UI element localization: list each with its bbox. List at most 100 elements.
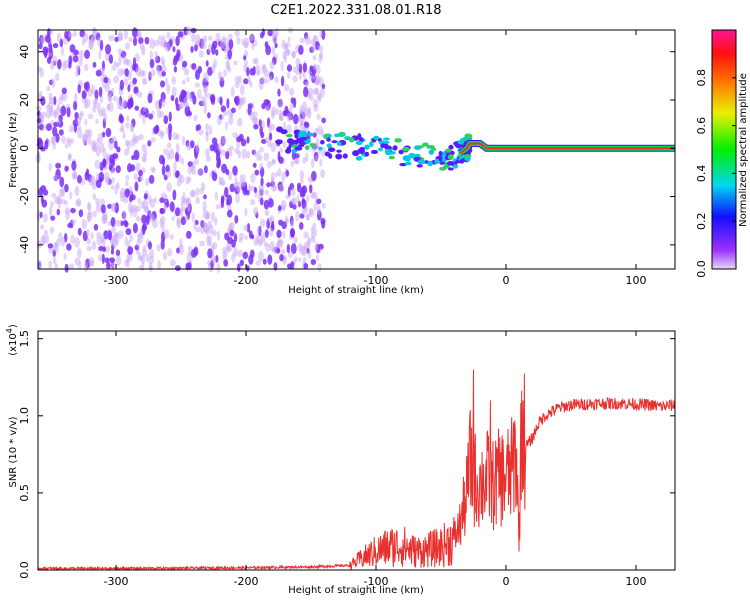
- spectrogram-noise-point: [162, 59, 166, 67]
- spectrogram-noise-point: [238, 237, 243, 243]
- spectrogram-noise-point: [263, 241, 268, 248]
- spectrogram-noise-point: [251, 101, 255, 110]
- spectrogram-noise-point: [123, 219, 128, 226]
- spectrogram-noise-point: [108, 34, 115, 42]
- spectrogram-ridge-blob: [427, 145, 435, 149]
- spectrogram-noise-point: [214, 216, 218, 226]
- spectrogram-noise-point: [265, 229, 269, 238]
- spectrogram-noise-point: [46, 85, 51, 92]
- spectrogram-noise-point: [290, 243, 297, 255]
- spectrogram-noise-point: [149, 248, 155, 259]
- spectrogram-noise-point: [50, 201, 54, 208]
- spectrogram-noise-point: [263, 99, 270, 105]
- spectrogram-noise-point: [224, 121, 228, 131]
- spectrogram-noise-point: [60, 236, 66, 247]
- spectrogram-noise-point: [57, 118, 61, 125]
- spectrogram-noise-point: [49, 43, 53, 54]
- spectrogram-noise-point: [299, 169, 305, 180]
- spectrogram-noise-point: [90, 231, 94, 240]
- spectrogram-noise-point: [100, 198, 106, 206]
- spectrogram-noise-point: [88, 113, 94, 120]
- spectrogram-noise-point: [108, 257, 115, 263]
- spectrogram-noise-point: [207, 66, 213, 76]
- spectrogram-noise-point: [137, 197, 141, 205]
- spectrogram-noise-point: [173, 160, 177, 172]
- spectrogram-noise-point: [291, 187, 296, 197]
- spectrogram-noise-point: [92, 210, 97, 218]
- spectrogram-noise-point: [315, 254, 320, 262]
- spectrogram-noise-point: [183, 67, 190, 76]
- spectrogram-noise-point: [259, 197, 264, 206]
- spectrogram-noise-point: [234, 214, 239, 224]
- spectrogram-noise-point: [221, 135, 227, 146]
- spectrogram-noise-point: [307, 87, 314, 98]
- spectrogram-noise-point: [292, 113, 299, 125]
- spectrogram-noise-point: [244, 207, 248, 217]
- colorbar-tick-label: 0.2: [695, 212, 708, 230]
- spectrogram-noise-point: [53, 109, 57, 118]
- spectrogram-noise-point: [139, 42, 145, 51]
- spectrogram-noise-point: [270, 142, 277, 153]
- spectrogram-noise-point: [117, 230, 124, 239]
- spectrogram-noise-point: [64, 207, 70, 215]
- spectrogram-ridge-blob: [448, 144, 454, 150]
- spectrogram-noise-point: [203, 104, 207, 115]
- spectrogram-noise-point: [61, 87, 67, 95]
- spectrogram-noise-point: [216, 157, 222, 167]
- spectrogram-noise-point: [186, 252, 193, 264]
- spectrogram-noise-point: [277, 168, 282, 177]
- spectrogram-noise-point: [195, 69, 200, 80]
- spectrogram-noise-point: [132, 208, 138, 218]
- spectrogram-noise-point: [132, 222, 138, 234]
- spectrogram-noise-point: [108, 164, 113, 171]
- spectrogram-noise-point: [175, 35, 180, 47]
- spectrogram-ridge-blob: [452, 164, 459, 169]
- spectrogram-noise-point: [97, 132, 104, 144]
- spectrogram-noise-point: [163, 39, 168, 50]
- spectrogram-ridge-blob: [342, 153, 348, 159]
- spectrogram-noise-point: [264, 209, 270, 217]
- spectrogram-noise-point: [78, 209, 84, 218]
- spectrogram-ridge-blob: [331, 140, 338, 144]
- spectrogram-noise-point: [143, 193, 148, 200]
- spectrogram-noise-point: [41, 234, 47, 245]
- spectrogram-noise-point: [44, 139, 49, 150]
- spectrogram-noise-point: [90, 260, 95, 267]
- spectrogram-noise-point: [225, 151, 230, 160]
- spectrogram-noise-point: [176, 217, 180, 226]
- spectrogram-ridge-blob: [309, 143, 316, 148]
- spectrogram-noise-point: [253, 186, 258, 193]
- spectrogram-noise-point: [159, 131, 164, 140]
- spectrogram-noise-point: [317, 263, 322, 272]
- snr-multiplier-exp: 4: [5, 328, 14, 333]
- spectrogram-frame: [37, 29, 676, 270]
- spectrogram-noise-point: [83, 82, 88, 90]
- spectrogram-noise-point: [54, 263, 58, 270]
- spectrogram-noise-point: [281, 39, 286, 50]
- spectrogram-noise-point: [248, 34, 255, 42]
- spectrogram-noise-point: [168, 129, 172, 141]
- spectrogram-ridge-blob: [459, 158, 465, 164]
- spectrogram-noise-point: [187, 201, 191, 212]
- spectrogram-noise-point: [267, 29, 274, 37]
- spectrogram-noise-point: [131, 155, 135, 161]
- spectrogram-noise-point: [154, 99, 160, 110]
- spectrogram-noise-point: [195, 226, 201, 233]
- spectrogram-noise-point: [56, 195, 62, 204]
- spectrogram-noise-point: [278, 183, 285, 193]
- spectrogram-noise-point: [280, 61, 284, 72]
- spectrogram-noise-point: [220, 114, 225, 121]
- spectrogram-ridge-blob: [304, 145, 310, 151]
- spectrogram-noise-point: [170, 259, 176, 267]
- spectrogram-noise-point: [52, 126, 58, 137]
- spectrogram-noise-point: [127, 84, 131, 92]
- spectrogram-noise-point: [307, 106, 311, 114]
- spectrogram-noise-point: [136, 238, 141, 248]
- spectrogram-noise-point: [312, 63, 318, 71]
- spectrogram-noise-point: [132, 27, 138, 38]
- spectrogram-noise-point: [293, 158, 300, 165]
- spectrogram-noise-point: [82, 32, 89, 43]
- spectrogram-noise-point: [255, 260, 262, 266]
- spectrogram-noise-point: [195, 143, 200, 154]
- spectrogram-ridge-blob: [334, 133, 341, 138]
